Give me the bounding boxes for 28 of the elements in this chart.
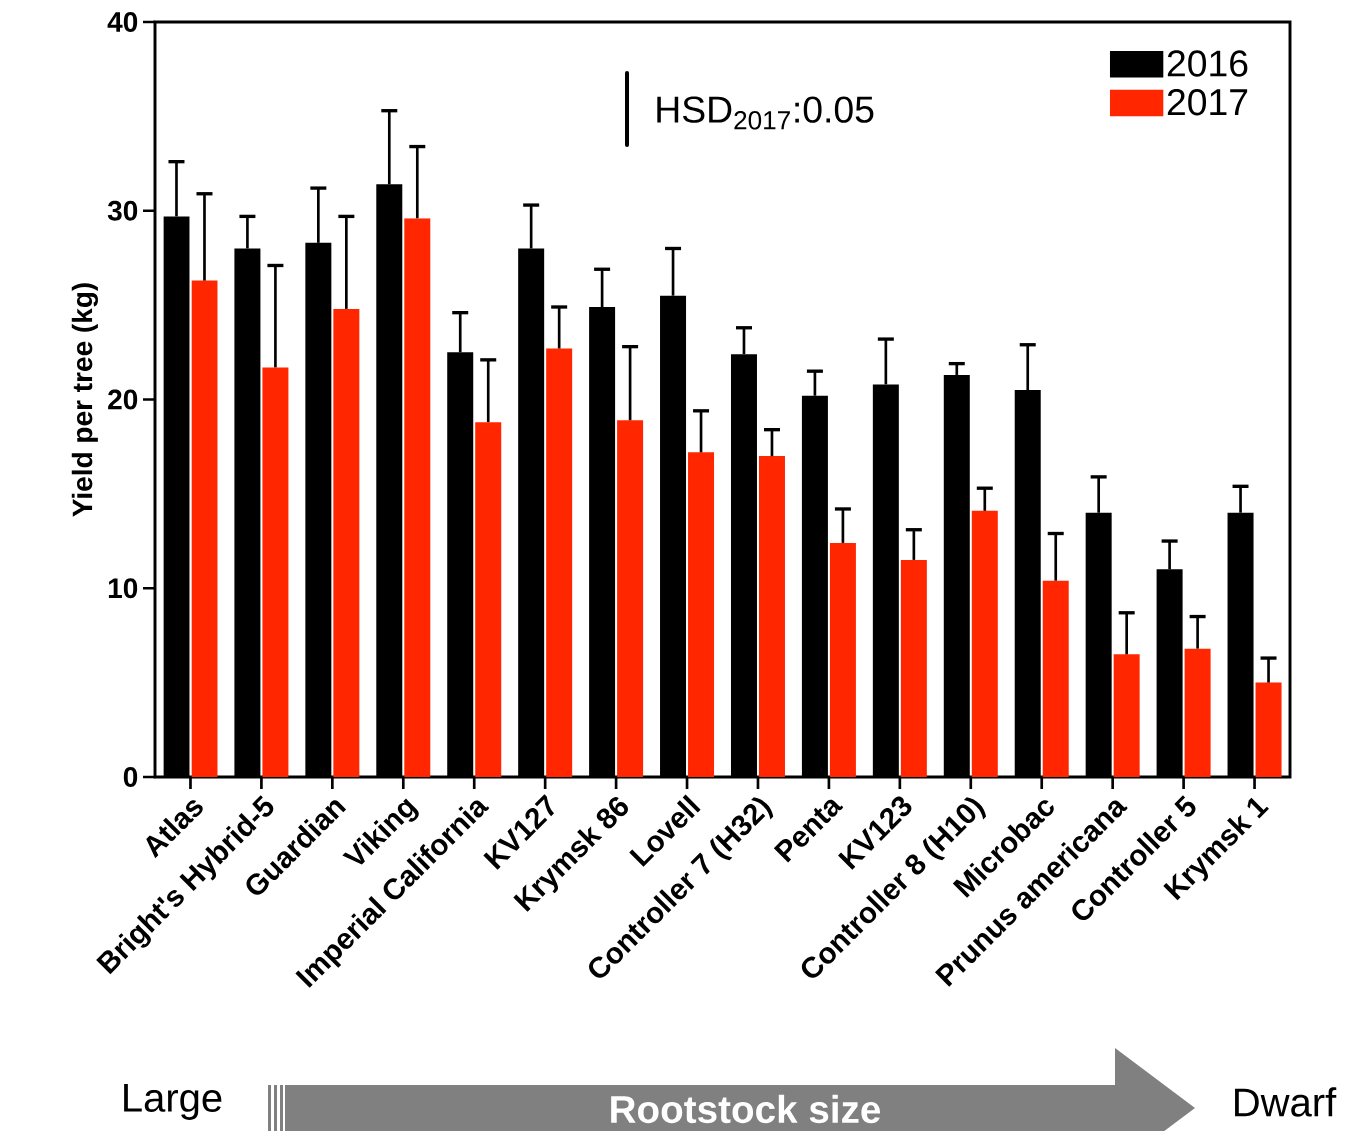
bar (1042, 580, 1069, 777)
bar (191, 280, 218, 777)
bar (829, 542, 856, 777)
y-axis-title: Yield per tree (kg) (71, 283, 98, 517)
y-tick-label: 0 (123, 767, 138, 787)
text: Large (124, 1084, 222, 1120)
bar (546, 348, 573, 777)
bar (262, 367, 289, 777)
bar (1113, 654, 1140, 777)
y-tick-label: 20 (108, 389, 138, 410)
annotation: HSD$_{2017}$:0.05 (657, 96, 874, 130)
bar (475, 422, 502, 777)
legend-label: 2016 (1167, 50, 1248, 77)
y-tick-label: 30 (107, 200, 138, 221)
y-tick-label: 10 (108, 578, 138, 599)
bar (333, 308, 360, 777)
text: Dwarf (1235, 1087, 1337, 1117)
bar (900, 559, 927, 777)
bar (1184, 648, 1211, 777)
legend-label: 2017 (1167, 88, 1248, 116)
y-tick-label: 40 (107, 12, 138, 32)
bar (617, 420, 644, 777)
bar (1255, 682, 1282, 777)
text: Rootstock size (611, 1094, 881, 1124)
bar (688, 452, 715, 777)
bar (971, 510, 998, 777)
bar (758, 456, 785, 777)
bar (404, 218, 431, 777)
